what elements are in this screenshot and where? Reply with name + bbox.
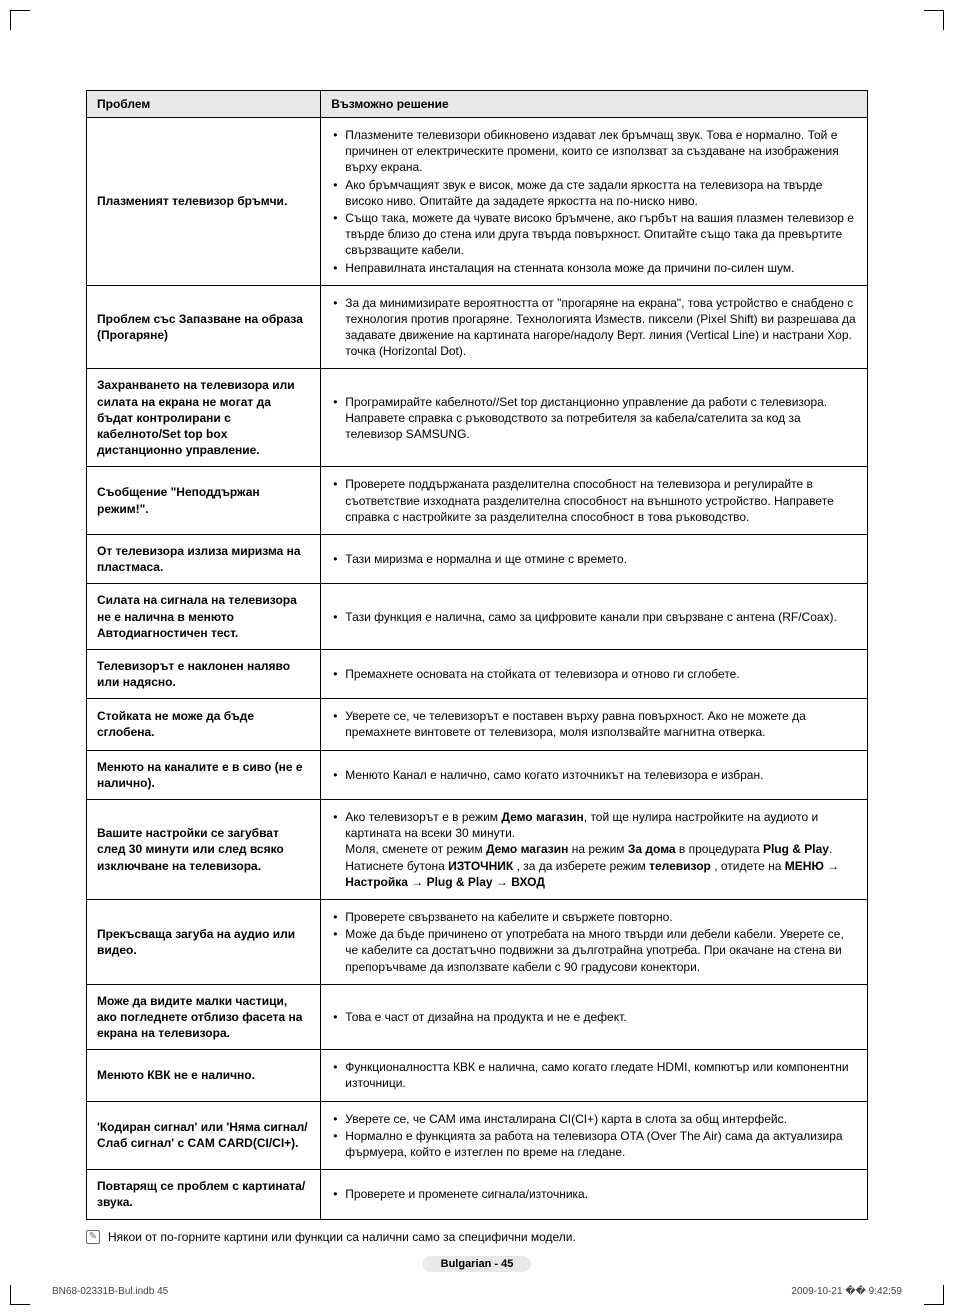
footnote: ✎ Някои от по-горните картини или функци… [86, 1230, 868, 1244]
solution-cell: За да минимизирате вероятността от "прог… [321, 285, 868, 369]
problem-cell: Телевизорът е наклонен наляво или надясн… [87, 649, 321, 698]
solution-cell: Проверете поддържаната разделителна спос… [321, 467, 868, 535]
solution-item: Програмирайте кабелното//Set top дистанц… [331, 394, 857, 443]
solution-cell: Проверете свързването на кабелите и свър… [321, 899, 868, 984]
table-row: От телевизора излиза миризма на пластмас… [87, 534, 868, 583]
solution-item: Нормално е функцията за работа на телеви… [331, 1128, 857, 1160]
solution-item: Проверете поддържаната разделителна спос… [331, 476, 857, 525]
table-row: Телевизорът е наклонен наляво или надясн… [87, 649, 868, 698]
solution-cell: Тази функция е налична, само за цифровит… [321, 584, 868, 650]
solution-item: Ако бръмчащият звук е висок, може да сте… [331, 177, 857, 209]
meta-line: BN68-02331B-Bul.indb 45 2009-10-21 �� 9:… [52, 1286, 902, 1297]
solution-item: Тази миризма е нормална и ще отмине с вр… [331, 551, 857, 567]
table-row: Плазменият телевизор бръмчи.Плазмените т… [87, 118, 868, 286]
problem-cell: Прекъсваща загуба на аудио или видео. [87, 899, 321, 984]
solution-cell: Програмирайте кабелното//Set top дистанц… [321, 369, 868, 467]
footnote-text: Някои от по-горните картини или функции … [108, 1230, 576, 1244]
solution-cell: Това е част от дизайна на продукта и не … [321, 984, 868, 1050]
problem-cell: От телевизора излиза миризма на пластмас… [87, 534, 321, 583]
solution-item: Функционалността КВК е налична, само ког… [331, 1059, 857, 1091]
problem-cell: Силата на сигнала на телевизора не е нал… [87, 584, 321, 650]
header-solution: Възможно решение [321, 91, 868, 118]
table-row: Менюто на каналите е в сиво (не е наличн… [87, 750, 868, 799]
solution-item: Премахнете основата на стойката от телев… [331, 666, 857, 682]
solution-cell: Функционалността КВК е налична, само ког… [321, 1050, 868, 1101]
problem-cell: Проблем със Запазване на образа (Прогаря… [87, 285, 321, 369]
table-row: Съобщение "Неподдържан режим!".Проверете… [87, 467, 868, 535]
solution-item: Уверете се, че CAM има инсталирана CI(CI… [331, 1111, 857, 1127]
solution-cell: Проверете и променете сигнала/източника. [321, 1170, 868, 1219]
problem-cell: Стойката не може да бъде сглобена. [87, 699, 321, 750]
solution-item: Проверете и променете сигнала/източника. [331, 1186, 857, 1202]
table-row: Вашите настройки се загубват след 30 мин… [87, 800, 868, 900]
solution-item: Това е част от дизайна на продукта и не … [331, 1009, 857, 1025]
solution-item: За да минимизирате вероятността от "прог… [331, 295, 857, 360]
header-problem: Проблем [87, 91, 321, 118]
solution-cell: Премахнете основата на стойката от телев… [321, 649, 868, 698]
problem-cell: 'Кодиран сигнал' или 'Няма сигнал/Слаб с… [87, 1101, 321, 1170]
problem-cell: Плазменият телевизор бръмчи. [87, 118, 321, 286]
troubleshooting-table: Проблем Възможно решение Плазменият теле… [86, 90, 868, 1220]
problem-cell: Менюто КВК не е налично. [87, 1050, 321, 1101]
solution-cell: Тази миризма е нормална и ще отмине с вр… [321, 534, 868, 583]
meta-right: 2009-10-21 �� 9:42:59 [791, 1286, 902, 1297]
solution-cell: Уверете се, че телевизорът е поставен въ… [321, 699, 868, 750]
table-row: 'Кодиран сигнал' или 'Няма сигнал/Слаб с… [87, 1101, 868, 1170]
solution-item: Проверете свързването на кабелите и свър… [331, 909, 857, 925]
solution-item: Неправилната инсталация на стенната конз… [331, 260, 857, 276]
solution-item: Тази функция е налична, само за цифровит… [331, 609, 857, 625]
meta-left: BN68-02331B-Bul.indb 45 [52, 1286, 168, 1297]
solution-item: Менюто Канал е налично, само когато изто… [331, 767, 857, 783]
table-row: Прекъсваща загуба на аудио или видео. Про… [87, 899, 868, 984]
problem-cell: Повтарящ се проблем с картината/звука. [87, 1170, 321, 1219]
table-row: Може да видите малки частици, ако поглед… [87, 984, 868, 1050]
solution-item: Може да бъде причинено от употребата на … [331, 926, 857, 975]
problem-cell: Менюто на каналите е в сиво (не е наличн… [87, 750, 321, 799]
table-row: Стойката не може да бъде сглобена. Уверет… [87, 699, 868, 750]
page-footer: Bulgarian - 45 [0, 1258, 954, 1270]
solution-cell: Менюто Канал е налично, само когато изто… [321, 750, 868, 799]
table-row: Силата на сигнала на телевизора не е нал… [87, 584, 868, 650]
solution-cell: Уверете се, че CAM има инсталирана CI(CI… [321, 1101, 868, 1170]
problem-cell: Съобщение "Неподдържан режим!". [87, 467, 321, 535]
problem-cell: Захранването на телевизора или силата на… [87, 369, 321, 467]
solution-item: Уверете се, че телевизорът е поставен въ… [331, 708, 857, 740]
solution-item: Също така, можете да чувате високо бръмч… [331, 210, 857, 259]
table-row: Повтарящ се проблем с картината/звука. Пр… [87, 1170, 868, 1219]
solution-cell: Плазмените телевизори обикновено издават… [321, 118, 868, 286]
problem-cell: Може да видите малки частици, ако поглед… [87, 984, 321, 1050]
table-row: Менюто КВК не е налично. Функционалността… [87, 1050, 868, 1101]
solution-cell: Ако телевизорът е в режим Демо магазин, … [321, 800, 868, 900]
table-row: Захранването на телевизора или силата на… [87, 369, 868, 467]
solution-item: Плазмените телевизори обикновено издават… [331, 127, 857, 176]
table-row: Проблем със Запазване на образа (Прогаря… [87, 285, 868, 369]
problem-cell: Вашите настройки се загубват след 30 мин… [87, 800, 321, 900]
note-icon: ✎ [86, 1230, 100, 1244]
